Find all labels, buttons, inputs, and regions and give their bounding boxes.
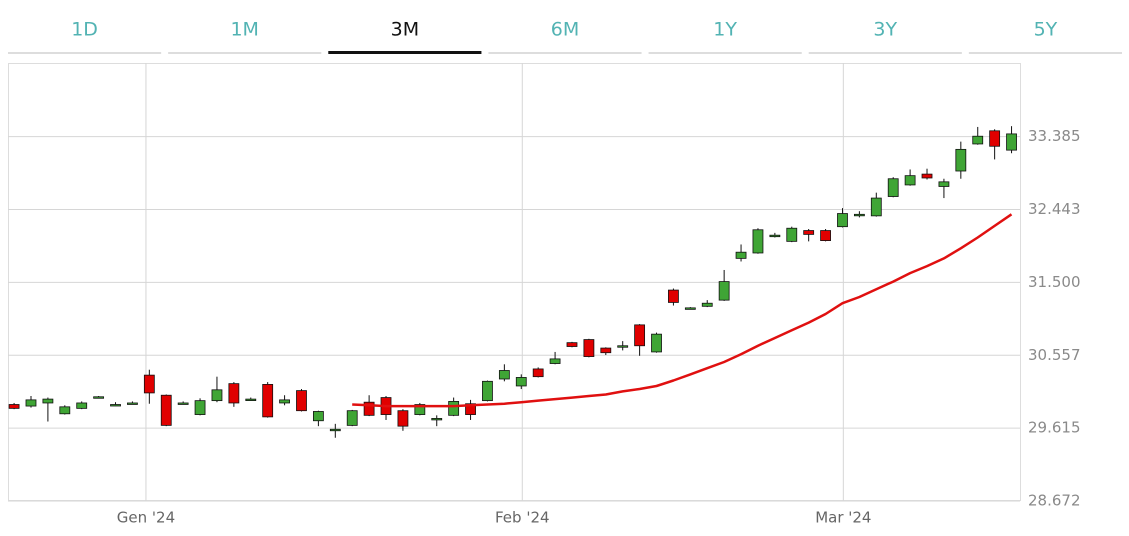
candle-body (160, 394, 172, 426)
candle-body (684, 307, 696, 310)
candle-body (515, 377, 527, 387)
tab-underline (648, 52, 802, 54)
tab[interactable]: 6M (488, 19, 642, 55)
x-tick-label: Feb '24 (495, 509, 550, 527)
tab-label: 3M (391, 19, 419, 41)
tab-label: 5Y (1034, 19, 1058, 41)
candle-body (93, 396, 105, 399)
candle-body (25, 399, 37, 407)
candle-body (194, 400, 206, 415)
tab[interactable]: 3Y (808, 19, 962, 55)
tab-underline (328, 51, 482, 54)
candle-body (346, 410, 358, 426)
tab-underline (8, 52, 162, 54)
candle-body (583, 339, 595, 357)
tab-label: 1D (71, 19, 98, 41)
moving-average-line (352, 213, 1013, 408)
tab-bar: 1D 1M 3M 6M 1Y 3Y 5Y (8, 19, 1122, 55)
tab[interactable]: 1M (168, 19, 322, 55)
candle-body (363, 401, 375, 416)
candle-body (397, 410, 409, 427)
x-tick-label: Mar '24 (815, 509, 871, 527)
candle-body (600, 347, 612, 354)
candle-body (1006, 133, 1017, 151)
tab-label: 1Y (713, 19, 737, 41)
candle-body (938, 181, 950, 187)
candle-body (498, 370, 510, 380)
tab-label: 1M (230, 19, 258, 41)
candle-body (143, 374, 155, 394)
candle-body (110, 404, 121, 407)
y-tick-label: 33.385 (1028, 127, 1081, 145)
candle-body (465, 403, 476, 415)
candle-body (735, 251, 747, 259)
candle-body (414, 404, 426, 415)
candle-body (279, 399, 290, 404)
tab-label: 3Y (873, 19, 897, 41)
candle-body (904, 175, 916, 186)
candle-body (803, 230, 815, 235)
candle-body (127, 402, 138, 405)
x-tick-label: Gen '24 (117, 509, 175, 527)
y-tick-label: 28.672 (1028, 492, 1081, 510)
y-tick-label: 32.443 (1028, 200, 1081, 218)
candle-body (76, 402, 88, 409)
y-tick-label: 29.615 (1028, 419, 1081, 437)
candle-body (228, 383, 240, 404)
candle-body (42, 398, 54, 404)
candle-body (786, 227, 798, 242)
candle-body (972, 135, 984, 145)
candle-body (870, 197, 882, 217)
candle-body (955, 148, 967, 172)
candle-body (245, 398, 257, 401)
tab[interactable]: 1Y (648, 19, 802, 55)
tab[interactable]: 1D (8, 19, 162, 55)
tab[interactable]: 5Y (968, 19, 1122, 55)
candle-body (211, 389, 223, 402)
tab-underline (488, 52, 642, 54)
y-tick-label: 31.500 (1028, 273, 1081, 291)
candle-body (769, 234, 781, 238)
plot: 28.672 29.615 30.557 31.500 32.443 33.385 Gen … (8, 63, 1081, 527)
candle-body (887, 178, 899, 197)
candle-body (701, 302, 713, 307)
candle-body (837, 213, 848, 228)
candle-body (482, 380, 493, 402)
tab[interactable]: 3M (328, 19, 482, 55)
candle-body (296, 390, 307, 412)
candle-body (651, 333, 662, 353)
candle-body (329, 428, 341, 432)
tab-underline (168, 52, 322, 54)
candle-body (59, 406, 71, 415)
candle-body (820, 230, 831, 241)
tab-label: 6M (551, 19, 579, 41)
tab-underline (808, 52, 962, 54)
candle-body (634, 324, 646, 347)
y-tick-label: 30.557 (1028, 346, 1081, 364)
candle-body (668, 289, 679, 303)
candle-body (566, 342, 578, 347)
candle-body (989, 130, 1001, 147)
candle-body (262, 384, 274, 418)
candle-body (8, 404, 20, 409)
candle-body (312, 411, 324, 422)
candle-body (853, 213, 865, 217)
candle-body (718, 281, 730, 301)
candle-body (549, 358, 561, 364)
candle-body (177, 402, 189, 405)
tab-underline (968, 52, 1122, 54)
candle-body (921, 173, 933, 179)
candle-body (752, 229, 764, 254)
candle-body (532, 368, 544, 378)
candle-body (448, 401, 460, 416)
candle-body (617, 345, 629, 348)
candle-body (431, 418, 443, 421)
